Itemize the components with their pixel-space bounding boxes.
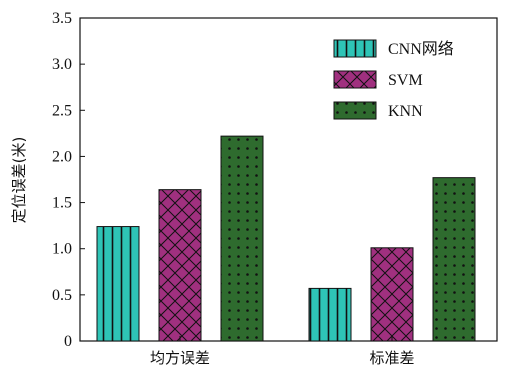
legend-label: KNN (388, 103, 423, 120)
y-tick-label: 1.0 (52, 241, 72, 258)
y-tick-label: 0.5 (52, 287, 72, 304)
x-category-label: 标准差 (369, 349, 414, 367)
bar-SVM-标准差 (370, 247, 414, 342)
plot-frame (79, 17, 498, 342)
y-tick-label: 2.0 (52, 148, 72, 165)
y-tick-label: 0 (64, 333, 72, 350)
bar-CNN网络-标准差 (308, 287, 352, 342)
bar-KNN-均方误差 (220, 135, 264, 342)
legend: CNN网络 SVM KNN (333, 39, 454, 120)
y-tick-label: 3.0 (52, 56, 72, 73)
bar-SVM-均方误差 (158, 189, 202, 342)
y-tick-label: 2.5 (52, 102, 72, 119)
legend-swatch-SVM (333, 70, 377, 89)
legend-swatch-CNN网络 (333, 39, 377, 58)
legend-label: SVM (388, 72, 423, 89)
legend-swatch-KNN (333, 101, 377, 120)
y-tick-label: 1.5 (52, 195, 72, 212)
bar-CNN网络-均方误差 (96, 226, 140, 342)
y-axis-title: 定位误差(米) (10, 137, 28, 224)
plot-area: 0 0.5 1.0 1.5 2.0 2.5 3.0 3.5 均方误差 标准差 (52, 10, 498, 367)
bar-KNN-标准差 (432, 177, 476, 342)
x-category-label: 均方误差 (150, 349, 210, 367)
legend-label: CNN网络 (388, 39, 454, 58)
y-tick-label: 3.5 (52, 10, 72, 27)
